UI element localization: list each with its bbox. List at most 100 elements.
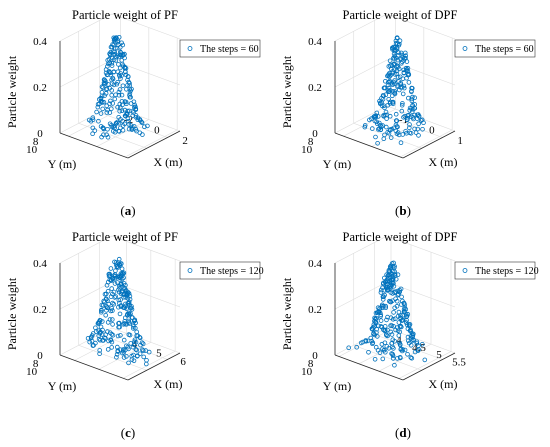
data-point bbox=[400, 101, 405, 106]
data-point bbox=[115, 104, 120, 110]
data-point bbox=[99, 309, 104, 315]
data-point bbox=[114, 81, 120, 87]
x-tick-label: 2 bbox=[182, 135, 188, 147]
data-point bbox=[98, 111, 104, 116]
data-point bbox=[383, 79, 388, 84]
data-point bbox=[118, 125, 123, 131]
z-tick-label: 0.4 bbox=[33, 258, 47, 270]
data-point bbox=[117, 311, 123, 317]
data-point bbox=[116, 92, 122, 98]
data-point bbox=[380, 356, 386, 362]
data-point bbox=[376, 127, 381, 132]
panel-title: Particle weight of PF bbox=[72, 230, 178, 244]
data-point bbox=[362, 124, 368, 130]
data-point bbox=[389, 277, 394, 282]
data-point bbox=[138, 118, 143, 123]
legend-label: The steps = 60 bbox=[475, 44, 534, 55]
data-point bbox=[410, 86, 415, 91]
data-point bbox=[373, 134, 378, 140]
data-point bbox=[382, 340, 388, 346]
data-point bbox=[406, 323, 412, 329]
data-point bbox=[140, 347, 145, 352]
data-point bbox=[112, 272, 118, 277]
data-point bbox=[100, 125, 106, 130]
data-point bbox=[390, 356, 396, 361]
data-point bbox=[105, 347, 111, 352]
x-tick-label: -1 bbox=[399, 114, 408, 126]
data-point bbox=[142, 124, 147, 129]
z-gridline bbox=[334, 59, 456, 88]
data-point bbox=[108, 72, 113, 78]
data-point bbox=[99, 89, 105, 95]
legend-label: The steps = 60 bbox=[200, 44, 259, 55]
data-point bbox=[399, 294, 404, 300]
data-point bbox=[132, 337, 138, 343]
data-point bbox=[110, 317, 115, 322]
data-point bbox=[105, 127, 110, 132]
data-point bbox=[97, 318, 103, 323]
data-point bbox=[393, 38, 399, 44]
data-point bbox=[104, 86, 110, 91]
data-point bbox=[400, 317, 406, 323]
data-point bbox=[397, 342, 403, 348]
data-point bbox=[393, 316, 398, 321]
data-point bbox=[116, 321, 121, 326]
data-point bbox=[393, 111, 399, 117]
data-point bbox=[133, 107, 139, 112]
data-point bbox=[107, 330, 113, 335]
y-gridline bbox=[353, 31, 422, 149]
data-point bbox=[389, 126, 395, 132]
y-tick-label: 10 bbox=[301, 144, 313, 156]
data-point bbox=[375, 141, 380, 146]
data-point bbox=[108, 294, 114, 299]
data-point bbox=[137, 335, 143, 341]
z-gridline bbox=[334, 235, 456, 264]
data-point bbox=[116, 115, 121, 120]
data-point bbox=[131, 110, 136, 115]
z-axis-label: Particle weight bbox=[280, 277, 294, 350]
data-point bbox=[390, 101, 396, 107]
data-point bbox=[111, 49, 116, 54]
data-point bbox=[390, 264, 396, 269]
data-point bbox=[416, 133, 421, 138]
data-point bbox=[366, 350, 371, 355]
data-point bbox=[141, 348, 146, 354]
y-tick-label: 10 bbox=[26, 144, 38, 156]
data-point bbox=[398, 313, 403, 318]
data-point bbox=[88, 118, 94, 124]
data-point bbox=[115, 333, 121, 339]
y-axis-line bbox=[402, 130, 456, 159]
z-tick-label: 0.2 bbox=[33, 304, 47, 316]
data-point bbox=[409, 355, 415, 361]
data-point bbox=[109, 93, 114, 98]
legend-marker bbox=[187, 268, 193, 273]
data-point bbox=[392, 89, 398, 94]
data-point bbox=[392, 78, 397, 83]
data-point bbox=[122, 66, 128, 71]
data-point bbox=[134, 329, 140, 335]
data-point bbox=[118, 333, 123, 338]
x-axis-label: X (m) bbox=[429, 377, 458, 391]
data-point bbox=[411, 337, 416, 342]
y-tick-label: 10 bbox=[301, 366, 313, 378]
data-point bbox=[120, 289, 125, 294]
data-point bbox=[394, 64, 399, 69]
data-point bbox=[389, 332, 395, 337]
data-point bbox=[374, 110, 380, 116]
data-point bbox=[123, 282, 128, 288]
data-point bbox=[405, 117, 410, 123]
data-point bbox=[101, 80, 107, 85]
x-gridline bbox=[398, 259, 452, 379]
data-point bbox=[384, 317, 389, 323]
data-point bbox=[121, 271, 126, 277]
data-point bbox=[97, 348, 102, 353]
data-point bbox=[381, 113, 386, 118]
data-point bbox=[410, 115, 416, 120]
data-point bbox=[103, 291, 109, 297]
legend-box bbox=[179, 261, 261, 280]
data-point bbox=[395, 130, 401, 135]
data-point bbox=[133, 104, 138, 110]
data-point bbox=[396, 333, 402, 338]
data-point bbox=[106, 56, 112, 62]
